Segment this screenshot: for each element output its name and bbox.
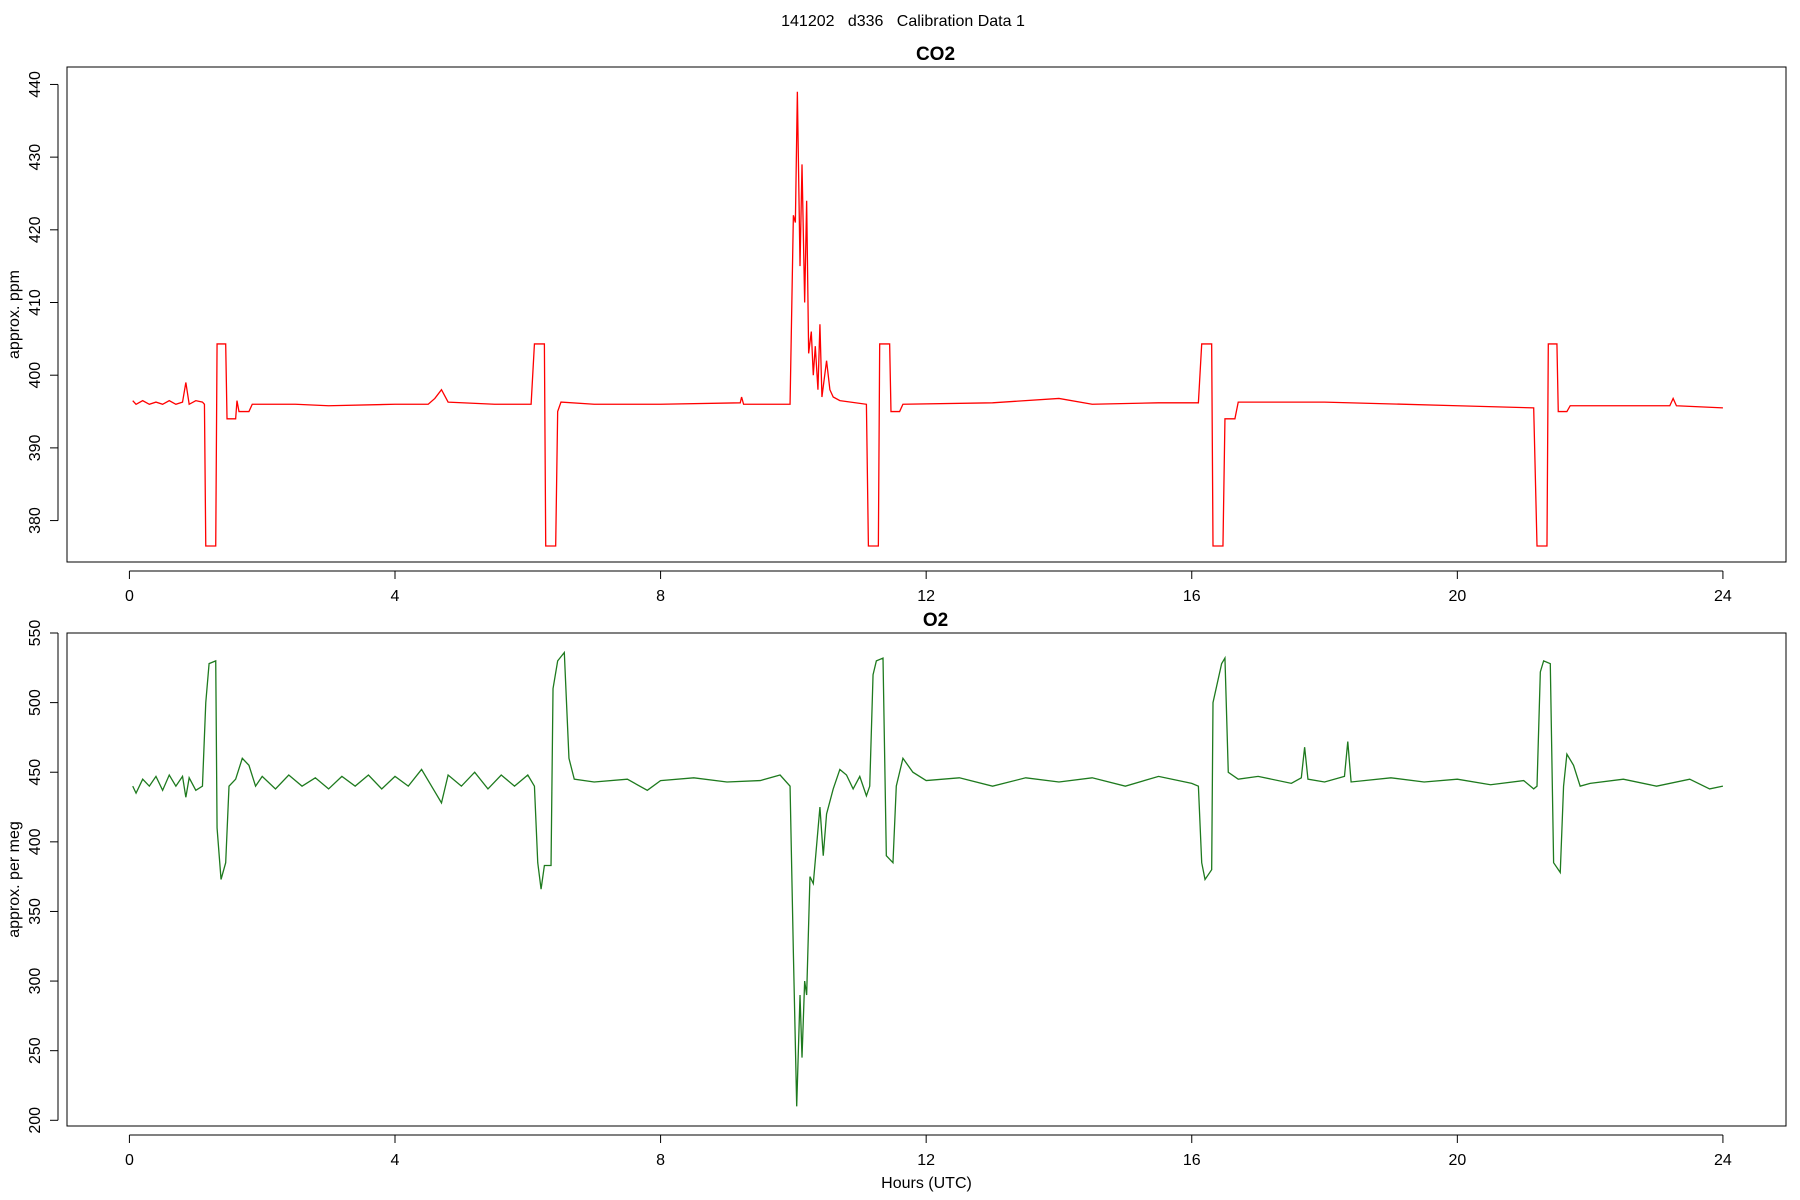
- panel-title: O2: [923, 610, 948, 631]
- y-tick-label: 380: [27, 507, 44, 534]
- y-tick-label: 430: [27, 144, 44, 171]
- y-axis-label: approx. per meg: [6, 821, 23, 938]
- x-tick-label: 0: [125, 1152, 134, 1169]
- x-tick-label: 24: [1714, 588, 1732, 605]
- y-tick-label: 450: [27, 759, 44, 786]
- x-tick-label: 16: [1183, 1152, 1201, 1169]
- data-line: [132, 91, 1723, 547]
- data-line: [132, 650, 1724, 1107]
- y-tick-label: 440: [27, 71, 44, 98]
- y-tick-label: 420: [27, 216, 44, 243]
- y-tick-label: 200: [27, 1107, 44, 1134]
- y-tick-label: 550: [27, 620, 44, 647]
- x-tick-label: 12: [917, 1152, 935, 1169]
- plot-frame: [66, 66, 1787, 563]
- x-tick-label: 12: [917, 588, 935, 605]
- x-tick-label: 20: [1448, 1152, 1466, 1169]
- y-tick-label: 400: [27, 362, 44, 389]
- x-tick-label: 4: [391, 1152, 400, 1169]
- panel-title: CO2: [916, 44, 955, 65]
- y-tick-label: 500: [27, 689, 44, 716]
- y-tick-label: 400: [27, 828, 44, 855]
- x-tick-label: 20: [1448, 588, 1466, 605]
- y-axis-label: approx. ppm: [6, 270, 23, 359]
- x-tick-label: 0: [125, 588, 134, 605]
- x-axis-label: Hours (UTC): [881, 1175, 972, 1192]
- y-tick-label: 250: [27, 1037, 44, 1064]
- x-tick-label: 8: [656, 588, 665, 605]
- y-tick-label: 350: [27, 898, 44, 925]
- x-tick-label: 24: [1714, 1152, 1732, 1169]
- x-tick-label: 4: [391, 588, 400, 605]
- y-tick-label: 390: [27, 434, 44, 461]
- plot-frame: [66, 632, 1787, 1127]
- x-tick-label: 8: [656, 1152, 665, 1169]
- figure-title: 141202 d336 Calibration Data 1: [781, 13, 1025, 30]
- y-tick-label: 300: [27, 968, 44, 995]
- x-tick-label: 16: [1183, 588, 1201, 605]
- y-tick-label: 410: [27, 289, 44, 316]
